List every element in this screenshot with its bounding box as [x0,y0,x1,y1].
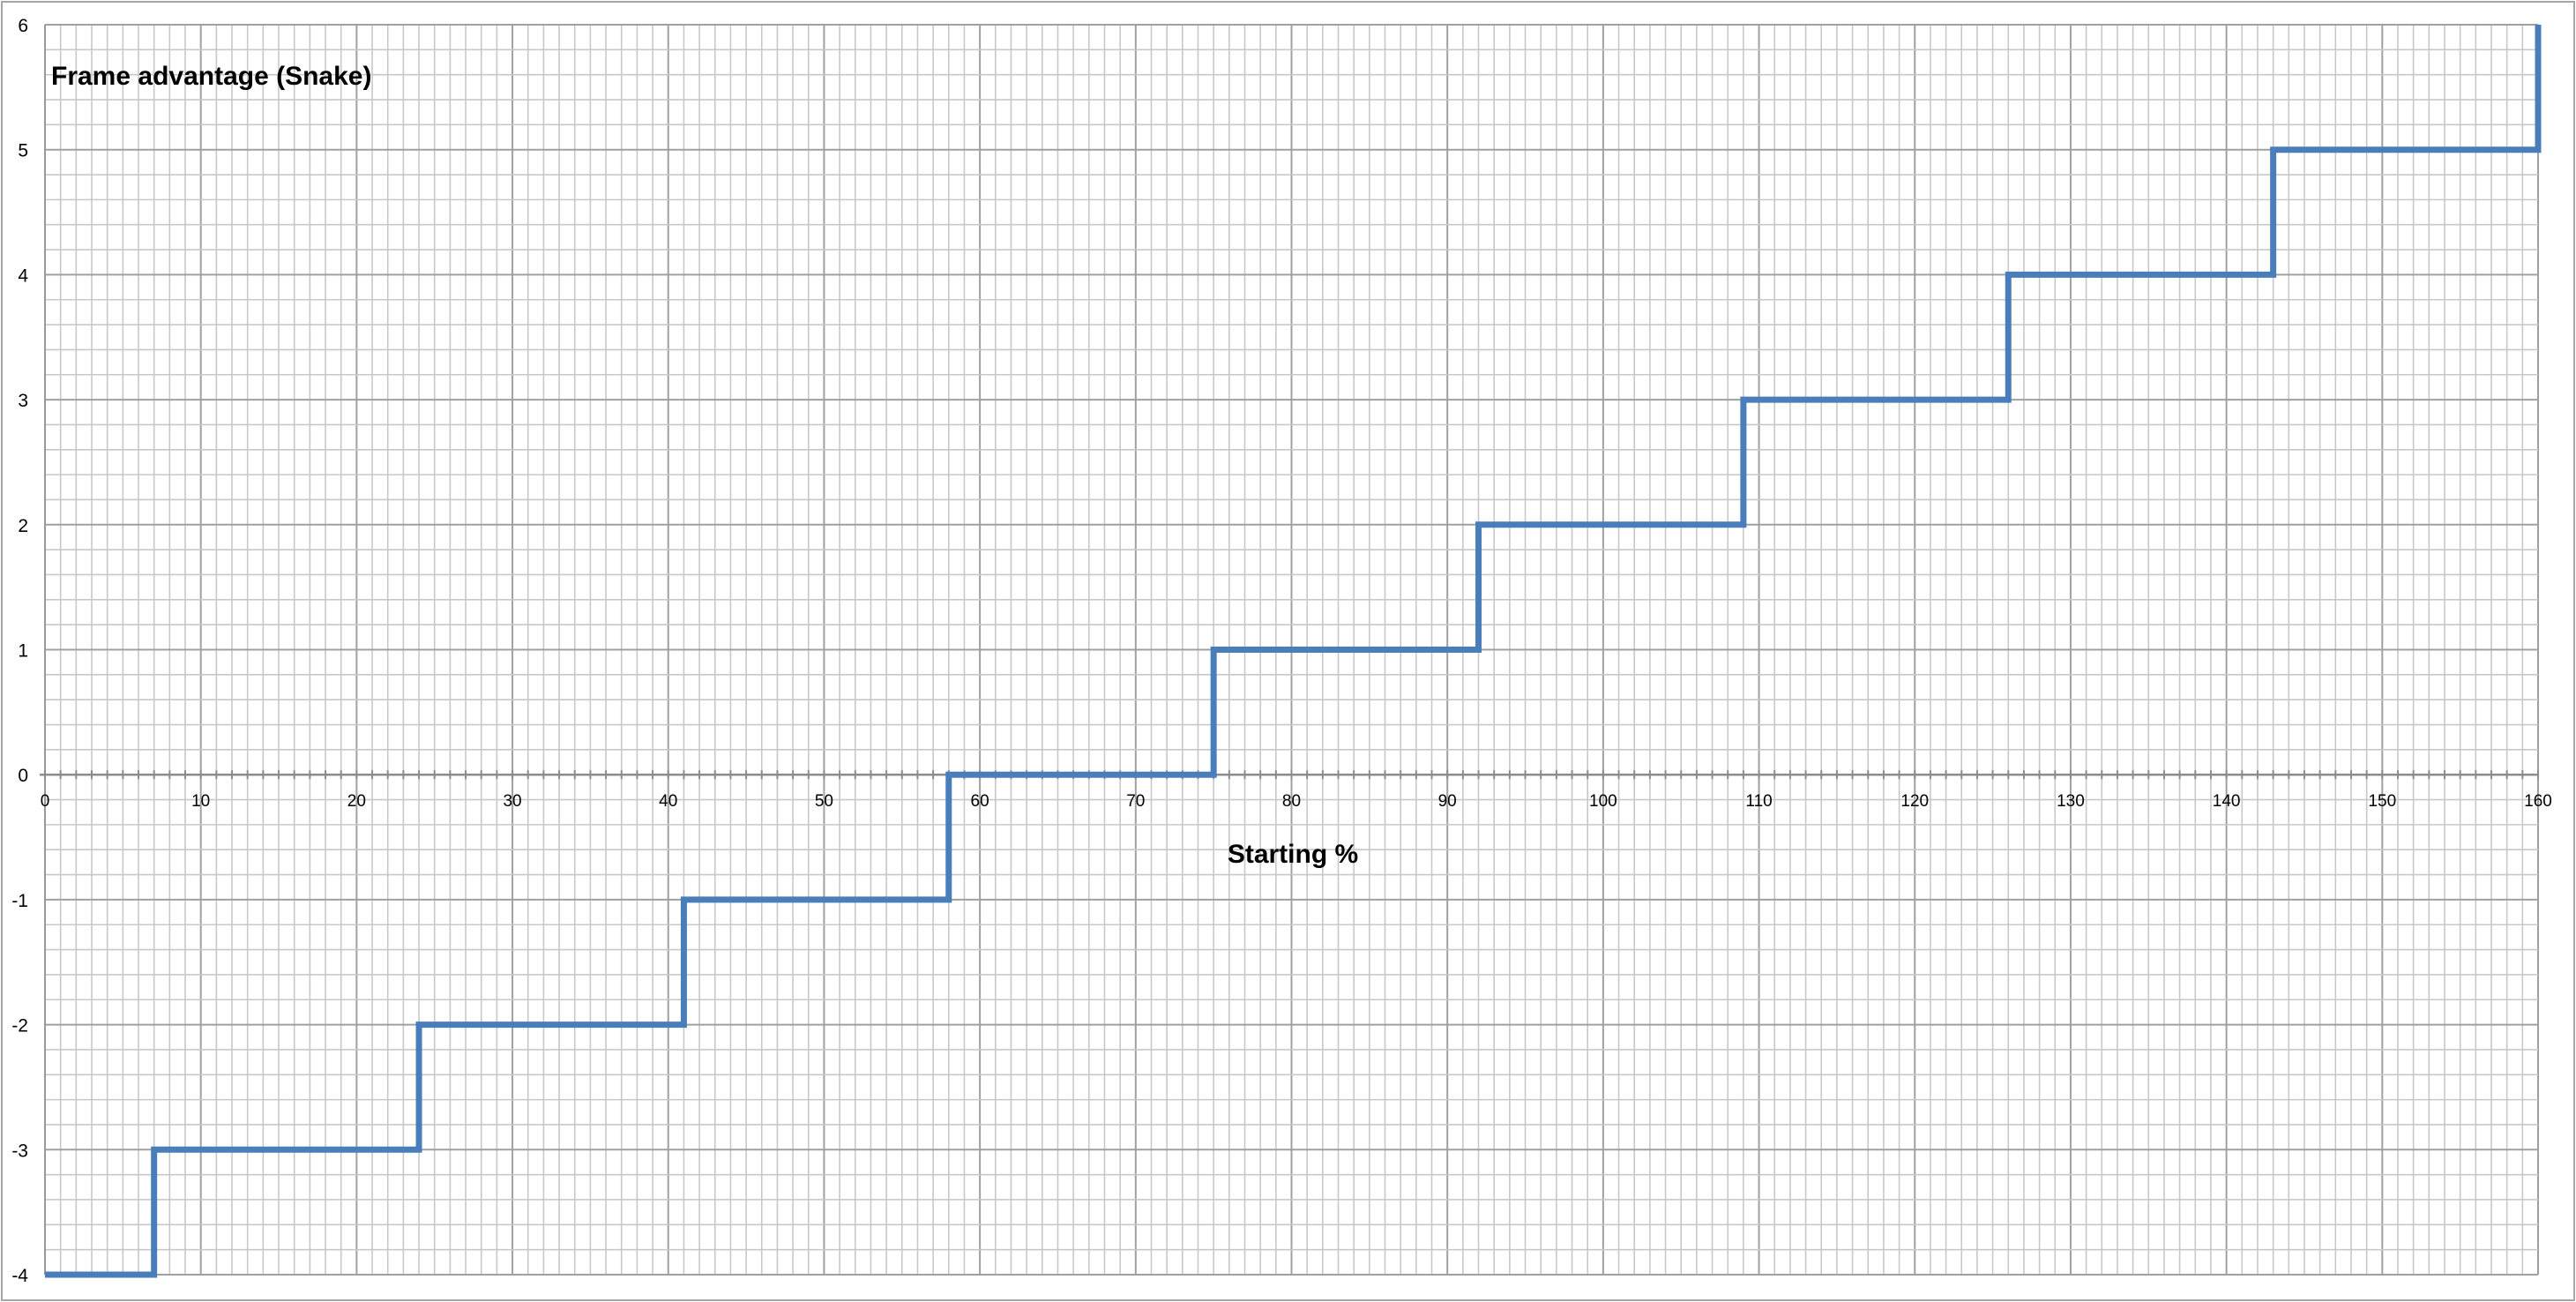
y-tick-label: 3 [18,391,28,411]
x-axis-title: Starting % [1228,840,1358,869]
x-tick-label: 60 [971,792,989,811]
y-tick-label: 6 [18,16,28,36]
tick-labels: 0 10 20 30 40 50 60 70 80 90 100 110 120 130 140 150 160… [11,16,2552,1286]
x-tick-label: 10 [191,792,210,811]
y-tick-label: -2 [11,1016,28,1036]
y-tick-label: 2 [18,516,28,536]
series-line [45,25,2542,1278]
y-tick-label: -4 [11,1266,28,1286]
y-tick-label: -1 [11,891,28,911]
x-tick-label: 100 [1589,792,1617,811]
x-tick-label: 130 [2057,792,2085,811]
y-tick-label: 4 [18,266,28,286]
x-tick-label: 30 [503,792,521,811]
x-tick-label: 90 [1438,792,1457,811]
y-tick-label: 0 [18,766,28,786]
y-axis-title: Frame advantage (Snake) [51,62,371,91]
x-tick-label: 160 [2524,792,2552,811]
x-tick-label: 50 [815,792,833,811]
x-tick-label: 120 [1900,792,1929,811]
y-tick-label: 1 [18,641,28,662]
x-tick-label: 40 [659,792,677,811]
x-tick-label: 140 [2213,792,2241,811]
x-tick-label: 150 [2368,792,2396,811]
x-tick-label: 80 [1282,792,1301,811]
y-tick-label: -3 [11,1141,28,1161]
x-tick-label: 110 [1745,792,1772,811]
x-tick-label: 20 [347,792,366,811]
y-tick-label: 5 [18,141,28,161]
grid [44,24,2539,1276]
x-tick-label: 0 [41,792,50,811]
x-tick-label: 70 [1126,792,1145,811]
